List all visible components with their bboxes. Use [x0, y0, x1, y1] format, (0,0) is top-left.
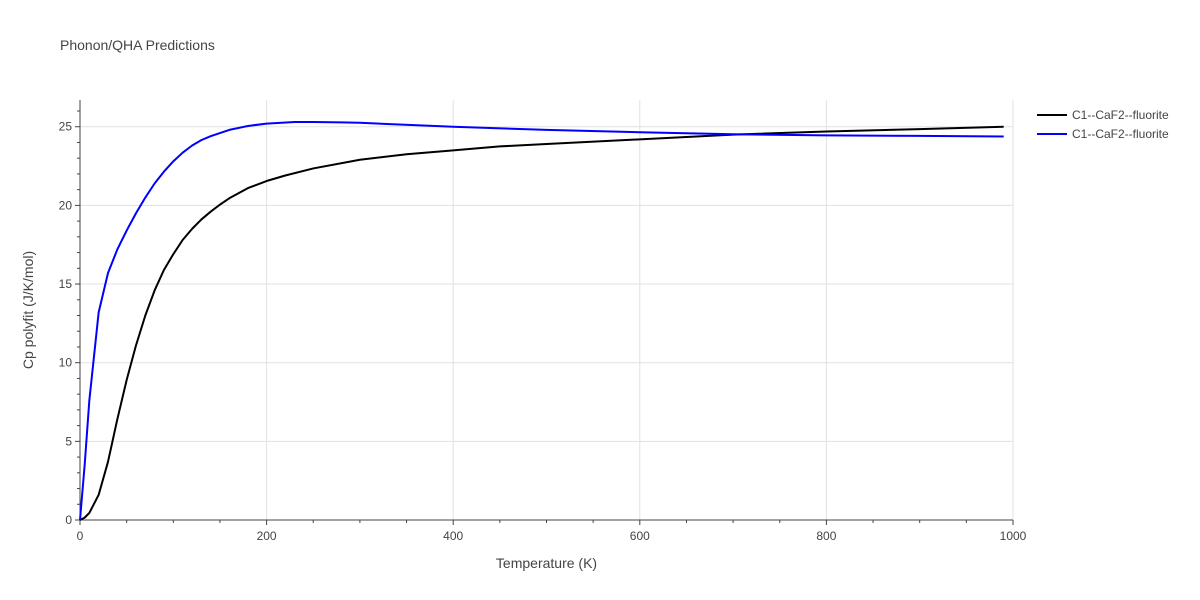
y-tick-label: 15: [59, 277, 73, 291]
y-tick-label: 25: [59, 120, 73, 134]
y-tick-label: 0: [65, 513, 72, 527]
axes-layer: 0 200 400 600 800 1000 0 5 10 15 20 25: [59, 100, 1027, 543]
legend-item-1[interactable]: C1--CaF2--fluorite: [1037, 108, 1169, 122]
y-tick-label: 20: [59, 198, 73, 212]
legend[interactable]: C1--CaF2--fluorite C1--CaF2--fluorite: [1037, 108, 1169, 141]
x-tick-label: 600: [630, 529, 650, 543]
legend-label: C1--CaF2--fluorite: [1072, 127, 1169, 141]
x-axis-label: Temperature (K): [496, 555, 597, 571]
series-layer: [79, 121, 1004, 521]
x-tick-label: 800: [816, 529, 836, 543]
x-tick-label: 1000: [1000, 529, 1027, 543]
y-axis-label: Cp polyfit (J/K/mol): [20, 251, 36, 369]
x-tick-label: 0: [77, 529, 84, 543]
x-tick-label: 400: [443, 529, 463, 543]
legend-item-2[interactable]: C1--CaF2--fluorite: [1037, 127, 1169, 141]
series-line-2: [79, 121, 1004, 521]
series-line-1: [79, 125, 1004, 521]
legend-label: C1--CaF2--fluorite: [1072, 108, 1169, 122]
y-tick-label: 5: [65, 434, 72, 448]
chart-title: Phonon/QHA Predictions: [60, 37, 215, 53]
x-tick-label: 200: [257, 529, 277, 543]
y-tick-label: 10: [59, 356, 73, 370]
grid-layer: [80, 100, 1014, 520]
